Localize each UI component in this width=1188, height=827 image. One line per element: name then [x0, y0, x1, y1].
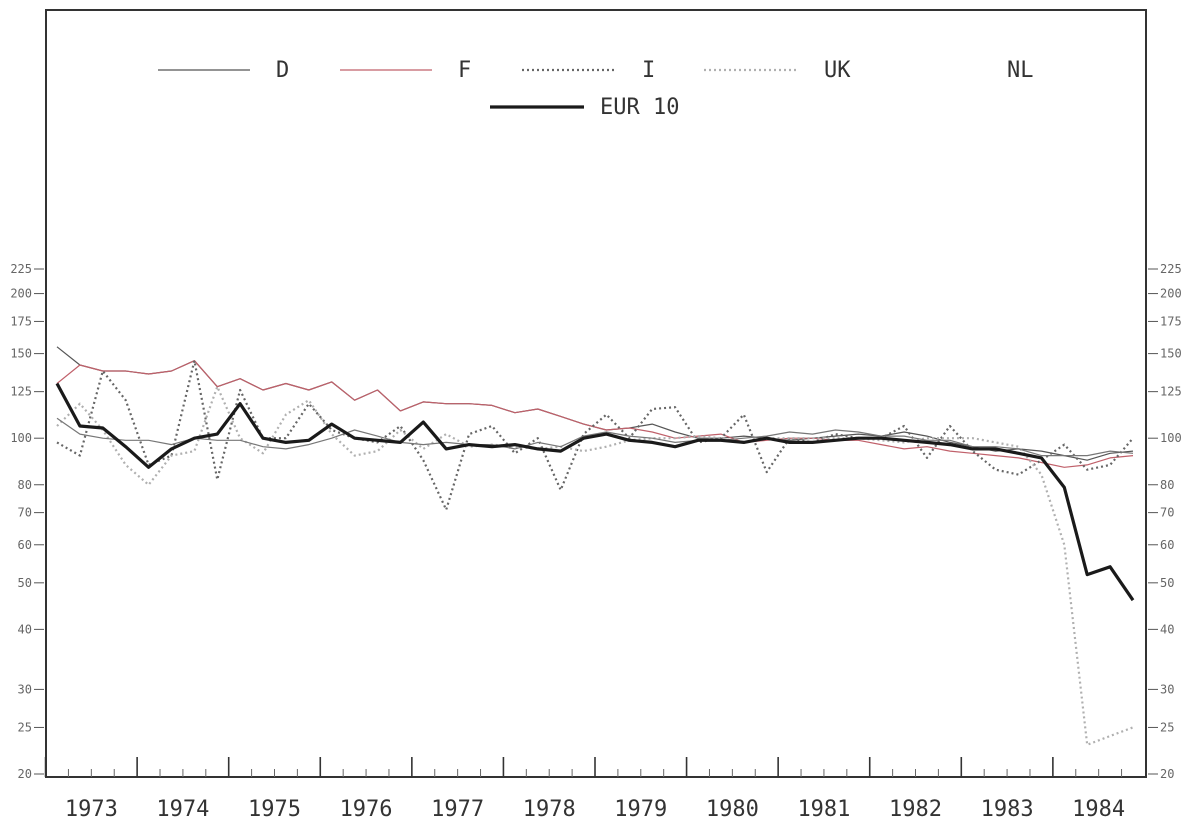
- y-tick-label-left: 225: [10, 262, 32, 276]
- y-tick-label-left: 150: [10, 347, 32, 361]
- x-tick-label: 1973: [65, 797, 118, 822]
- y-tick-label-left: 30: [18, 682, 32, 696]
- y-axis-right: 20 25 30 40 50 60 70 80 100 125 150 175 200 225: [1148, 262, 1182, 781]
- series-line-uk: [56, 385, 1134, 746]
- y-tick-label-left: 125: [10, 385, 32, 399]
- series-line-i: [56, 359, 1134, 511]
- plot-frame: [45, 9, 1147, 778]
- y-tick-label-right: 50: [1160, 576, 1174, 590]
- series-line-d: [56, 346, 1134, 461]
- y-tick-label-right: 150: [1160, 347, 1182, 361]
- legend-label: D: [276, 58, 289, 83]
- y-axis-left: 20 25 30 40 50 60 70 80 100 125 150 175 200 225: [10, 262, 44, 781]
- y-tick-label-right: 100: [1160, 431, 1182, 445]
- x-tick-label: 1975: [248, 797, 301, 822]
- x-axis: 1973 1974 1975 1976 1977 1978 1979 1980 1981 1982…: [44, 757, 1125, 822]
- y-tick-label-right: 200: [1160, 287, 1182, 301]
- legend: D F I UK NL EUR 10: [158, 58, 1034, 120]
- y-tick-label-left: 25: [18, 720, 32, 734]
- legend-label: I: [642, 58, 655, 83]
- y-tick-label-left: 200: [10, 287, 32, 301]
- y-tick-label-right: 25: [1160, 720, 1174, 734]
- y-tick-label-left: 40: [18, 622, 32, 636]
- y-tick-label-left: 60: [18, 538, 32, 552]
- x-tick-label: 1983: [981, 797, 1034, 822]
- series-line-f: [56, 360, 1134, 468]
- series-line-eur-10: [55, 382, 1135, 602]
- legend-label: NL: [1007, 58, 1034, 83]
- y-tick-label-right: 70: [1160, 506, 1174, 520]
- x-tick-label: 1982: [889, 797, 942, 822]
- x-tick-label: 1978: [523, 797, 576, 822]
- y-tick-label-right: 125: [1160, 385, 1182, 399]
- y-tick-label-right: 175: [1160, 314, 1182, 328]
- y-tick-label-left: 70: [18, 506, 32, 520]
- y-tick-label-right: 20: [1160, 767, 1174, 781]
- y-tick-label-left: 20: [18, 767, 32, 781]
- y-tick-label-left: 175: [10, 314, 32, 328]
- x-tick-label: 1981: [797, 797, 850, 822]
- x-tick-label: 1984: [1072, 797, 1125, 822]
- series-layer: [55, 346, 1135, 746]
- y-tick-label-right: 40: [1160, 622, 1174, 636]
- y-tick-label-right: 30: [1160, 682, 1174, 696]
- legend-label: UK: [824, 58, 851, 83]
- y-tick-label-left: 50: [18, 576, 32, 590]
- legend-label: F: [458, 58, 471, 83]
- legend-label: EUR 10: [600, 95, 679, 120]
- y-tick-label-left: 80: [18, 478, 32, 492]
- y-tick-label-left: 100: [10, 431, 32, 445]
- y-tick-label-right: 60: [1160, 538, 1174, 552]
- y-tick-label-right: 225: [1160, 262, 1182, 276]
- x-tick-label: 1977: [431, 797, 484, 822]
- series-line-nl: [56, 417, 1134, 457]
- x-tick-label: 1976: [340, 797, 393, 822]
- x-tick-label: 1980: [706, 797, 759, 822]
- x-tick-label: 1974: [156, 797, 209, 822]
- y-tick-label-right: 80: [1160, 478, 1174, 492]
- x-tick-label: 1979: [614, 797, 667, 822]
